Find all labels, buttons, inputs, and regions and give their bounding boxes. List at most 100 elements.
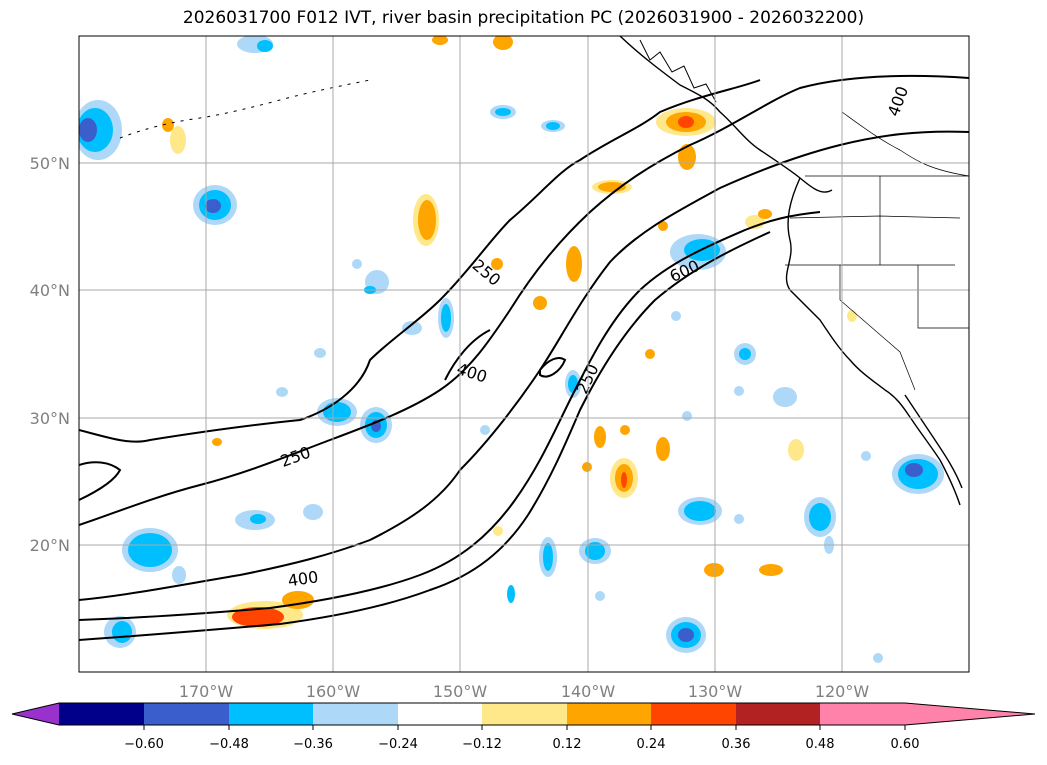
- neg-blob: [480, 425, 490, 435]
- ivt-400-contour-inner: [444, 329, 491, 381]
- colorbar-segment: [229, 703, 313, 725]
- neg-blob: [402, 321, 422, 335]
- colorbar-segment: [567, 703, 651, 725]
- pos-blob: [212, 438, 222, 446]
- ivt-closed-small: [539, 357, 567, 378]
- neg-blob: [128, 533, 172, 567]
- lon-label: 120°W: [815, 682, 870, 701]
- pos-blob: [493, 526, 503, 536]
- pos-blob: [533, 296, 547, 310]
- pos-blob: [432, 36, 448, 45]
- colorbar-segment: [736, 703, 820, 725]
- pos-blob: [704, 563, 724, 577]
- pos-blob: [566, 246, 582, 282]
- colorbar-tick-label: 0.60: [891, 737, 920, 752]
- colorbar-tick-label: 0.36: [722, 737, 751, 752]
- pos-blob: [678, 144, 696, 170]
- neg-blob: [314, 348, 326, 358]
- nv-ca-border: [839, 265, 916, 391]
- colorbar-tick-label: 0.24: [637, 737, 666, 752]
- neg-blob: [873, 653, 883, 663]
- pos-blob: [162, 118, 174, 132]
- baja-coastline: [904, 394, 963, 489]
- neg-blob: [495, 108, 511, 116]
- colorbar-outline: [11, 702, 1036, 726]
- coastlines: [119, 36, 963, 506]
- neg-blob: [773, 387, 797, 407]
- neg-blob: [546, 122, 560, 130]
- colorbar-extend-low: [12, 703, 59, 725]
- neg-blob: [303, 504, 323, 520]
- ivt-250-contour: [79, 74, 969, 526]
- gridlines: [79, 36, 969, 672]
- lon-label: 150°W: [433, 682, 488, 701]
- pos-blob: [758, 209, 772, 219]
- colorbar-tick-label: −0.36: [293, 737, 333, 752]
- ivt-closed-west: [79, 461, 122, 501]
- neg-blob: [276, 387, 288, 397]
- lat-label: 30°N: [30, 409, 70, 428]
- lon-label: 160°W: [306, 682, 361, 701]
- pos-blob: [491, 258, 503, 270]
- pos-blob: [621, 472, 627, 488]
- pos-blob: [582, 462, 592, 472]
- ivt-contours: [79, 74, 969, 641]
- map-frame: [78, 35, 970, 673]
- neg-blob: [682, 411, 692, 421]
- alaska-islands: [119, 79, 371, 139]
- alaska-bc-coastline: [619, 36, 833, 193]
- neg-blob: [352, 259, 362, 269]
- colorbar-segment: [59, 703, 144, 725]
- pos-blob: [232, 607, 284, 627]
- pos-blob: [678, 116, 694, 128]
- neg-blob: [684, 501, 716, 521]
- colorbar-segment: [398, 703, 482, 725]
- pos-blob: [620, 425, 630, 435]
- colorbar-segment: [651, 703, 736, 725]
- neg-blob: [734, 514, 744, 524]
- neg-blob: [112, 621, 132, 643]
- neg-blob: [861, 451, 871, 461]
- neg-blob: [905, 463, 923, 477]
- neg-blob: [595, 591, 605, 601]
- colorbar-segment: [144, 703, 229, 725]
- colorbar-tick-label: −0.24: [378, 737, 418, 752]
- us-west-coastline: [785, 177, 961, 506]
- ivt-600-contour: [79, 211, 821, 621]
- lon-label: 140°W: [561, 682, 616, 701]
- lat-label: 40°N: [30, 281, 70, 300]
- colorbar-segment: [482, 703, 567, 725]
- pos-blob: [847, 310, 857, 322]
- colorbar-tick-label: 0.48: [806, 737, 835, 752]
- neg-blob: [205, 199, 221, 213]
- positive-anomaly-blobs: [162, 36, 857, 629]
- colorbar-tick-label: −0.60: [124, 737, 164, 752]
- state-borders: [785, 111, 969, 391]
- neg-blob: [257, 40, 273, 52]
- pos-blob: [493, 36, 513, 50]
- colorbar-segment: [820, 703, 905, 725]
- colorbar-extend-high: [905, 703, 1035, 725]
- colorbar-tick-label: −0.12: [462, 737, 502, 752]
- neg-blob: [739, 348, 751, 360]
- pos-blob: [788, 439, 804, 461]
- pos-blob: [658, 221, 668, 231]
- neg-blob: [79, 118, 97, 142]
- lat-axis-labels: 50°N 40°N 30°N 20°N: [30, 154, 70, 555]
- colorbar: [11, 702, 1036, 726]
- neg-blob: [678, 628, 694, 642]
- colorbar-ticks: [143, 725, 906, 730]
- neg-blob: [809, 503, 831, 531]
- neg-blob: [585, 542, 605, 560]
- contour-label: 400: [287, 567, 320, 590]
- nevada-utah-border: [917, 265, 969, 329]
- neg-blob: [734, 386, 744, 396]
- pos-blob: [759, 564, 783, 576]
- se-alaska-islands: [639, 39, 717, 103]
- neg-blob: [172, 566, 186, 584]
- pos-blob: [656, 437, 670, 461]
- lon-label: 130°W: [688, 682, 743, 701]
- lon-label: 170°W: [179, 682, 234, 701]
- neg-blob: [507, 585, 515, 603]
- colorbar-tick-labels: −0.60 −0.48 −0.36 −0.24 −0.12 0.12 0.24 …: [124, 737, 919, 752]
